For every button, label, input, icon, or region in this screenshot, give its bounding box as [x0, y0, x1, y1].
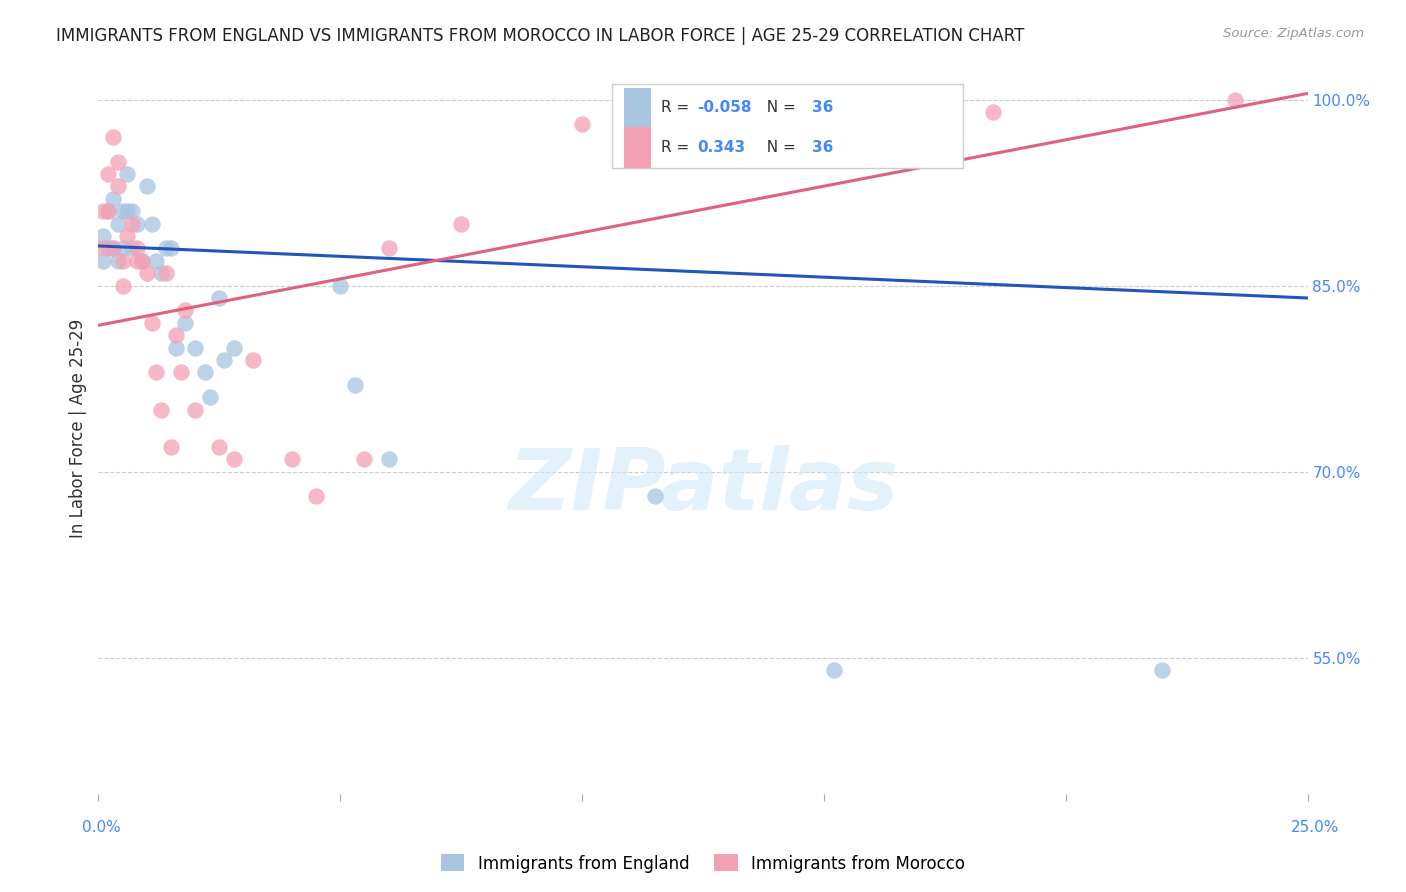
Point [242, 353, 264, 368]
Point [111, 253, 134, 268]
Y-axis label: In Labor Force | Age 25-29: In Labor Force | Age 25-29 [69, 318, 87, 538]
Text: ZIPatlas: ZIPatlas [508, 445, 898, 528]
Point [97, 204, 120, 219]
Point [222, 452, 245, 467]
Point [141, 217, 163, 231]
Point [91, 241, 114, 255]
Point [131, 253, 153, 268]
Point [644, 489, 666, 503]
Point [174, 316, 197, 330]
FancyBboxPatch shape [613, 85, 963, 169]
Point [194, 365, 217, 379]
Point [111, 278, 134, 293]
Point [305, 489, 328, 503]
Point [101, 192, 124, 206]
FancyBboxPatch shape [624, 87, 651, 128]
Point [1223, 93, 1246, 107]
Text: R =: R = [661, 140, 699, 155]
Point [450, 217, 472, 231]
Text: N =: N = [758, 101, 801, 115]
Text: 25.0%: 25.0% [1291, 821, 1339, 835]
Text: 36: 36 [811, 140, 834, 155]
Text: Source: ZipAtlas.com: Source: ZipAtlas.com [1223, 27, 1364, 40]
Legend: Immigrants from England, Immigrants from Morocco: Immigrants from England, Immigrants from… [434, 847, 972, 880]
Point [165, 341, 187, 355]
Point [111, 241, 134, 255]
Point [174, 303, 197, 318]
Point [131, 253, 153, 268]
Point [823, 663, 845, 677]
Point [160, 241, 183, 255]
Text: -0.058: -0.058 [697, 101, 751, 115]
Text: 0.343: 0.343 [697, 140, 745, 155]
Point [135, 179, 157, 194]
Point [165, 328, 187, 343]
Point [145, 253, 167, 268]
Point [329, 278, 352, 293]
Point [141, 316, 163, 330]
Point [571, 117, 593, 131]
Point [91, 229, 114, 244]
Point [117, 229, 139, 244]
Point [101, 241, 124, 255]
Point [184, 402, 207, 417]
Text: R =: R = [661, 101, 693, 115]
Point [101, 129, 124, 144]
Point [91, 204, 114, 219]
Point [155, 266, 177, 280]
Point [212, 353, 235, 368]
Point [150, 402, 173, 417]
Point [208, 291, 231, 305]
Point [97, 241, 120, 255]
Point [117, 167, 139, 181]
Point [111, 204, 134, 219]
Point [97, 167, 120, 181]
Text: 0.0%: 0.0% [82, 821, 121, 835]
Point [101, 241, 124, 255]
Point [281, 452, 304, 467]
Point [353, 452, 375, 467]
Point [377, 452, 399, 467]
Point [160, 440, 183, 454]
Point [981, 105, 1004, 120]
Point [127, 253, 149, 268]
Point [121, 241, 143, 255]
Text: 36: 36 [811, 101, 834, 115]
Point [169, 365, 191, 379]
Point [377, 241, 399, 255]
Point [343, 377, 366, 392]
Point [208, 440, 231, 454]
Text: IMMIGRANTS FROM ENGLAND VS IMMIGRANTS FROM MOROCCO IN LABOR FORCE | AGE 25-29 CO: IMMIGRANTS FROM ENGLAND VS IMMIGRANTS FR… [56, 27, 1025, 45]
FancyBboxPatch shape [624, 128, 651, 168]
Point [222, 341, 245, 355]
Point [150, 266, 173, 280]
Point [127, 217, 149, 231]
Point [121, 204, 143, 219]
Point [198, 390, 221, 404]
Point [107, 179, 129, 194]
Point [117, 204, 139, 219]
Point [184, 341, 207, 355]
Point [145, 365, 167, 379]
Point [107, 253, 129, 268]
Text: N =: N = [758, 140, 801, 155]
Point [155, 241, 177, 255]
Point [135, 266, 157, 280]
Point [107, 154, 129, 169]
Point [121, 217, 143, 231]
Point [1152, 663, 1174, 677]
Point [91, 253, 114, 268]
Point [127, 241, 149, 255]
Point [97, 204, 120, 219]
Point [107, 217, 129, 231]
